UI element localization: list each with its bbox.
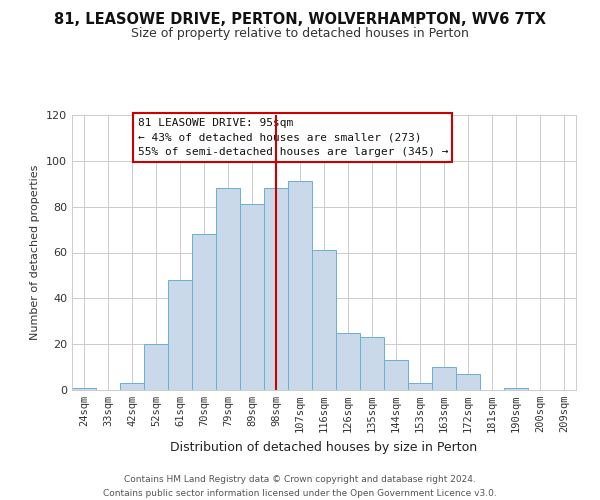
Bar	[264, 188, 288, 390]
Bar	[120, 383, 144, 390]
Bar	[216, 188, 240, 390]
Bar	[432, 367, 456, 390]
Text: 81 LEASOWE DRIVE: 95sqm
← 43% of detached houses are smaller (273)
55% of semi-d: 81 LEASOWE DRIVE: 95sqm ← 43% of detache…	[137, 118, 448, 158]
Text: Size of property relative to detached houses in Perton: Size of property relative to detached ho…	[131, 28, 469, 40]
Bar	[192, 234, 216, 390]
Text: Contains HM Land Registry data © Crown copyright and database right 2024.
Contai: Contains HM Land Registry data © Crown c…	[103, 476, 497, 498]
Bar	[456, 374, 480, 390]
Bar	[360, 338, 384, 390]
Bar	[312, 250, 336, 390]
Bar	[144, 344, 168, 390]
Bar	[168, 280, 192, 390]
Bar	[336, 332, 360, 390]
Bar	[504, 388, 528, 390]
Y-axis label: Number of detached properties: Number of detached properties	[31, 165, 40, 340]
X-axis label: Distribution of detached houses by size in Perton: Distribution of detached houses by size …	[170, 440, 478, 454]
Bar	[384, 360, 408, 390]
Bar	[288, 182, 312, 390]
Bar	[240, 204, 264, 390]
Text: 81, LEASOWE DRIVE, PERTON, WOLVERHAMPTON, WV6 7TX: 81, LEASOWE DRIVE, PERTON, WOLVERHAMPTON…	[54, 12, 546, 28]
Bar	[408, 383, 432, 390]
Bar	[72, 388, 96, 390]
